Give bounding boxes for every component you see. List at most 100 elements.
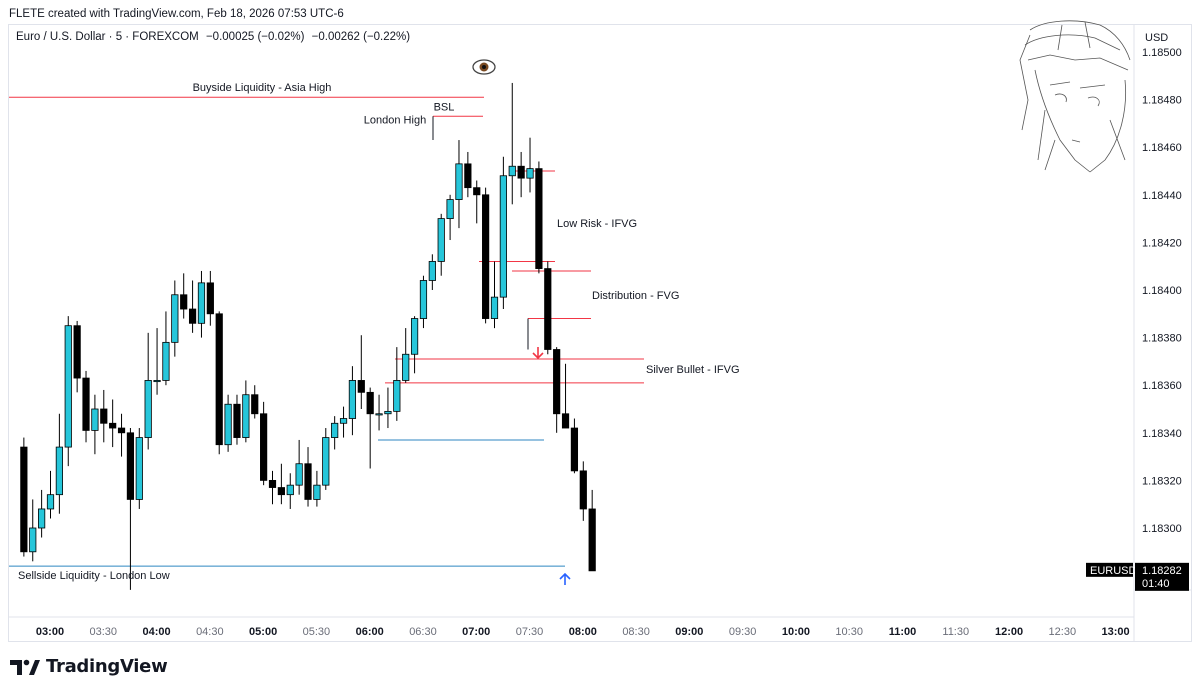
candle bbox=[588, 489, 596, 572]
candle-body bbox=[588, 508, 596, 572]
london-low-label: Sellside Liquidity - London Low bbox=[18, 570, 170, 582]
candle bbox=[162, 311, 170, 386]
price-change: −0.00025 (−0.02%) bbox=[205, 31, 305, 43]
ticker-label: EURUSD bbox=[1090, 565, 1137, 577]
anime-sketch-watermark bbox=[1019, 20, 1131, 173]
candle bbox=[339, 406, 348, 438]
symbol-legend[interactable]: Euro / U.S. Dollar · 5 · FOREXCOM −0.000… bbox=[16, 31, 414, 43]
candle bbox=[91, 394, 99, 455]
time-tick-label: 05:30 bbox=[303, 626, 331, 638]
eye-icon bbox=[472, 59, 496, 75]
time-tick-label: 06:30 bbox=[409, 626, 437, 638]
tradingview-logo-icon bbox=[10, 659, 40, 675]
candle-body bbox=[55, 446, 63, 496]
price-tick-label: 1.18440 bbox=[1142, 190, 1182, 202]
candle bbox=[64, 316, 72, 467]
annotations: Buyside Liquidity - Asia High BSL London H… bbox=[18, 59, 740, 585]
candle bbox=[393, 347, 401, 421]
candle-body bbox=[473, 187, 481, 196]
candle-body bbox=[384, 410, 392, 415]
time-tick-label: 11:00 bbox=[889, 626, 917, 638]
arrow-shape bbox=[532, 347, 544, 360]
candle bbox=[286, 473, 294, 509]
chart-credit: FLETE created with TradingView.com, Feb … bbox=[9, 8, 344, 20]
candle-body bbox=[64, 325, 72, 448]
time-tick-label: 05:00 bbox=[249, 626, 277, 638]
candle bbox=[508, 82, 516, 205]
candle-body bbox=[260, 413, 268, 481]
eye-pupil bbox=[482, 65, 486, 69]
price-tick-label: 1.18460 bbox=[1142, 142, 1182, 154]
time-tick-label: 13:00 bbox=[1102, 626, 1130, 638]
brand-name: TradingView bbox=[46, 656, 168, 677]
candle bbox=[188, 280, 197, 333]
candle bbox=[20, 437, 28, 557]
candle-body bbox=[508, 165, 516, 177]
candle bbox=[384, 387, 392, 429]
candle-body bbox=[171, 294, 179, 343]
candle-body bbox=[419, 280, 428, 319]
candle bbox=[313, 470, 321, 507]
candle-body bbox=[188, 308, 197, 324]
candle bbox=[482, 187, 490, 324]
candle bbox=[117, 413, 126, 457]
candle bbox=[553, 347, 561, 433]
liquidity-levels[interactable] bbox=[9, 96, 644, 567]
candle bbox=[233, 394, 241, 445]
candle bbox=[402, 328, 410, 383]
candles[interactable] bbox=[20, 82, 596, 590]
time-tick-label: 06:00 bbox=[356, 626, 384, 638]
candle-body bbox=[304, 463, 312, 500]
candle-body bbox=[286, 484, 294, 496]
candle bbox=[215, 311, 223, 455]
time-axis[interactable]: 03:00 03:30 04:00 04:30 05:00 05:30 06:00 06:30… bbox=[9, 616, 1134, 638]
candle bbox=[499, 156, 507, 310]
time-tick-label: 07:30 bbox=[516, 626, 544, 638]
candle-body bbox=[544, 268, 552, 350]
candle-body bbox=[162, 341, 170, 381]
candle bbox=[153, 328, 161, 395]
symbol-name[interactable]: Euro / U.S. Dollar · 5 · FOREXCOM bbox=[16, 31, 199, 43]
tradingview-logo[interactable]: TradingView bbox=[10, 656, 168, 677]
candle-body bbox=[144, 380, 152, 438]
price-axis[interactable]: USD 1.18500 1.18480 1.18460 1.18440 1.18420 1.… bbox=[1086, 25, 1192, 641]
candle-body bbox=[180, 294, 188, 310]
candle-body bbox=[410, 318, 419, 355]
candle bbox=[206, 270, 214, 326]
low-risk-label: Low Risk - IFVG bbox=[557, 218, 637, 230]
candle bbox=[224, 394, 232, 452]
candle bbox=[100, 389, 108, 443]
ticker-badge bbox=[1086, 562, 1133, 577]
candle-body bbox=[482, 194, 490, 319]
candle-body bbox=[455, 163, 463, 200]
candle bbox=[437, 213, 445, 276]
candle-body bbox=[357, 380, 365, 393]
last-price-badge bbox=[1135, 562, 1189, 591]
candle-body bbox=[46, 494, 55, 510]
candle-body bbox=[215, 313, 223, 446]
candle-body bbox=[251, 394, 259, 415]
price-tick-label: 1.18420 bbox=[1142, 237, 1182, 249]
candle-body bbox=[402, 353, 410, 381]
candle bbox=[197, 270, 206, 338]
candle bbox=[304, 447, 312, 507]
time-tick-label: 03:30 bbox=[90, 626, 118, 638]
price-tick-label: 1.18340 bbox=[1142, 428, 1182, 440]
candle-body bbox=[38, 508, 46, 529]
countdown-label: 01:40 bbox=[1142, 578, 1170, 590]
candle bbox=[526, 137, 534, 193]
candle-body bbox=[526, 168, 534, 179]
price-tick-label: 1.18320 bbox=[1142, 475, 1182, 487]
candle bbox=[410, 316, 419, 374]
candle bbox=[322, 428, 330, 490]
candle-body bbox=[29, 527, 37, 553]
candle bbox=[135, 428, 143, 509]
candle-body bbox=[233, 403, 241, 438]
time-tick-label: 11:30 bbox=[942, 626, 969, 638]
candle-body bbox=[206, 282, 214, 315]
candle-body bbox=[224, 403, 232, 446]
candle bbox=[366, 387, 374, 469]
price-tick-label: 1.18480 bbox=[1142, 95, 1182, 107]
candle-body bbox=[393, 380, 401, 412]
